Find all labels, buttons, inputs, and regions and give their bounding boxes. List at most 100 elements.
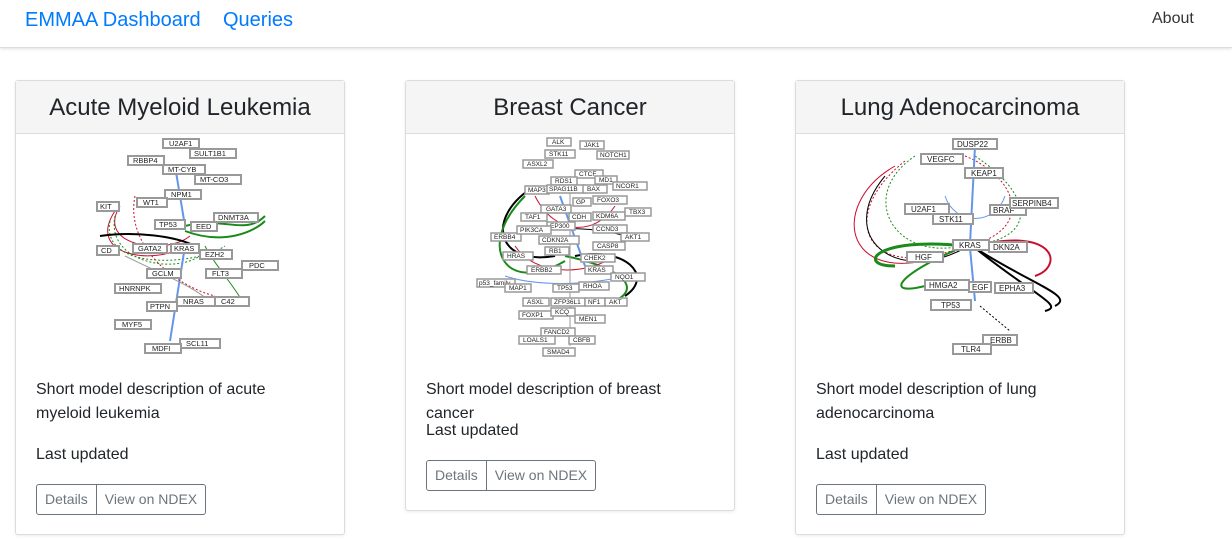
graph-node: FLT3 bbox=[212, 269, 229, 278]
graph-node: VEGFC bbox=[927, 155, 955, 164]
model-description: Short model description of acute myeloid… bbox=[36, 381, 266, 422]
graph-node: EED bbox=[196, 222, 212, 231]
last-updated-label: Last updated bbox=[36, 446, 129, 463]
nav-link-queries[interactable]: Queries bbox=[223, 9, 294, 31]
network-graph-svg: DUSP22 VEGFC KEAP1 U2AF1 BRAF SERPINB4 S… bbox=[853, 138, 1062, 355]
graph-node: TP53 bbox=[941, 301, 961, 310]
graph-node: KDM6A bbox=[596, 213, 619, 220]
graph-node: RBBP4 bbox=[133, 156, 158, 165]
model-description: Short model description of breast cancer bbox=[426, 381, 661, 422]
graph-node: HRAS bbox=[507, 253, 526, 260]
graph-node: CCND3 bbox=[596, 226, 619, 233]
graph-node: GP bbox=[576, 199, 585, 206]
graph-node: MAP1 bbox=[509, 285, 527, 292]
model-card-lung-adenocarcinoma: Lung Adenocarcinoma DUSP2 bbox=[795, 80, 1125, 535]
graph-node: NQO1 bbox=[615, 274, 634, 281]
graph-node: KRAS bbox=[174, 244, 194, 253]
graph-node: KRAS bbox=[588, 267, 606, 274]
graph-node: CTCF bbox=[579, 171, 596, 178]
graph-node: MD1 bbox=[599, 177, 613, 184]
graph-node: MYF5 bbox=[122, 320, 142, 329]
graph-node: KEAP1 bbox=[971, 169, 997, 178]
graph-node: TP53 bbox=[159, 220, 177, 229]
graph-node: NOTCH1 bbox=[600, 152, 627, 159]
details-button[interactable]: Details bbox=[426, 460, 487, 491]
card-actions: Details View on NDEX bbox=[816, 484, 987, 515]
brand-link[interactable]: EMMAA Dashboard bbox=[25, 9, 201, 31]
graph-node: CHEK2 bbox=[584, 255, 606, 262]
graph-node: SMAD4 bbox=[547, 349, 570, 356]
graph-node: TBX3 bbox=[629, 209, 646, 216]
graph-node: CD bbox=[101, 246, 112, 255]
graph-node: RHOA bbox=[583, 283, 602, 290]
graph-node: RB1 bbox=[549, 248, 562, 255]
graph-node: JAK1 bbox=[584, 142, 600, 149]
graph-node: KRAS bbox=[959, 241, 981, 250]
graph-node: SPAG11B bbox=[549, 186, 578, 193]
nav-link-about[interactable]: About bbox=[1152, 10, 1194, 27]
top-navbar: EMMAA Dashboard Queries About bbox=[0, 0, 1232, 48]
graph-node: ERBB4 bbox=[494, 234, 516, 241]
network-graph[interactable]: U2AF1 SULT1B1 RBBP4 MT-CYB MT-CO3 NPM1 W… bbox=[16, 136, 344, 361]
graph-node: PTPN bbox=[150, 302, 170, 311]
card-header: Lung Adenocarcinoma bbox=[796, 81, 1124, 134]
graph-node: SERPINB4 bbox=[1012, 199, 1052, 208]
graph-node: NPM1 bbox=[171, 190, 192, 199]
graph-node: FOXP1 bbox=[522, 312, 544, 319]
graph-node: LOALS1 bbox=[523, 337, 548, 344]
graph-node: PDC bbox=[249, 261, 265, 270]
network-graph[interactable]: ALK JAK1 STK11 NOTCH1 ASXL2 CTCF RDS1 MD… bbox=[406, 136, 734, 361]
graph-node: FOXO3 bbox=[597, 197, 619, 204]
graph-node: DKN2A bbox=[993, 243, 1020, 252]
graph-node: BAX bbox=[587, 186, 601, 193]
graph-node: TAF1 bbox=[525, 214, 541, 221]
view-on-ndex-button[interactable]: View on NDEX bbox=[95, 484, 207, 515]
graph-node: GCLM bbox=[152, 269, 174, 278]
graph-node: TP53 bbox=[557, 285, 573, 292]
graph-node: AKT bbox=[609, 299, 622, 306]
graph-node: C42 bbox=[221, 297, 235, 306]
card-actions: Details View on NDEX bbox=[36, 484, 207, 515]
graph-node: CDKN2A bbox=[542, 237, 569, 244]
graph-node: BRAF bbox=[993, 206, 1014, 215]
details-button[interactable]: Details bbox=[36, 484, 97, 515]
graph-node: KCQ bbox=[555, 309, 569, 316]
view-on-ndex-button[interactable]: View on NDEX bbox=[485, 460, 597, 491]
graph-node: ERBB bbox=[990, 336, 1012, 345]
graph-node: ASXL2 bbox=[527, 161, 548, 168]
graph-node: HNRNPK bbox=[119, 284, 151, 293]
graph-node: AKT1 bbox=[625, 234, 642, 241]
details-button[interactable]: Details bbox=[816, 484, 877, 515]
graph-node: MT-CYB bbox=[168, 165, 196, 174]
card-title: Lung Adenocarcinoma bbox=[840, 94, 1080, 121]
graph-node: NF1 bbox=[588, 299, 601, 306]
graph-node: DNMT3A bbox=[218, 213, 249, 222]
model-card-breast-cancer: Breast Cancer ALK JAK1 STK11 NOTCH1 AS bbox=[405, 80, 735, 511]
last-updated-label: Last updated bbox=[426, 422, 519, 439]
graph-node: U2AF1 bbox=[911, 205, 936, 214]
card-actions: Details View on NDEX bbox=[426, 460, 597, 491]
graph-node: EGF bbox=[972, 283, 989, 292]
last-updated-label: Last updated bbox=[816, 446, 909, 463]
card-title: Acute Myeloid Leukemia bbox=[49, 94, 311, 121]
model-description: Short model description of lung adenocar… bbox=[816, 381, 1037, 422]
graph-node: FANCD2 bbox=[544, 329, 570, 336]
graph-node: U2AF1 bbox=[169, 139, 192, 148]
graph-node: EZH2 bbox=[205, 250, 224, 259]
network-graph[interactable]: DUSP22 VEGFC KEAP1 U2AF1 BRAF SERPINB4 S… bbox=[796, 136, 1124, 361]
graph-node: ALK bbox=[552, 139, 565, 146]
network-graph-svg: U2AF1 SULT1B1 RBBP4 MT-CYB MT-CO3 NPM1 W… bbox=[96, 138, 279, 354]
graph-node: PIK3CA bbox=[520, 227, 544, 234]
graph-node: HMGA2 bbox=[929, 281, 958, 290]
graph-node: CASP8 bbox=[597, 243, 619, 250]
graph-node: KIT bbox=[100, 202, 112, 211]
graph-node: MT-CO3 bbox=[200, 175, 228, 184]
graph-node: RDS1 bbox=[555, 178, 573, 185]
graph-node: WT1 bbox=[143, 198, 159, 207]
view-on-ndex-button[interactable]: View on NDEX bbox=[875, 484, 987, 515]
graph-node: TLR4 bbox=[961, 345, 981, 354]
graph-node: p53_family bbox=[479, 280, 511, 287]
graph-node: MEN1 bbox=[579, 316, 597, 323]
card-header: Acute Myeloid Leukemia bbox=[16, 81, 344, 134]
graph-node: EP300 bbox=[550, 223, 570, 230]
